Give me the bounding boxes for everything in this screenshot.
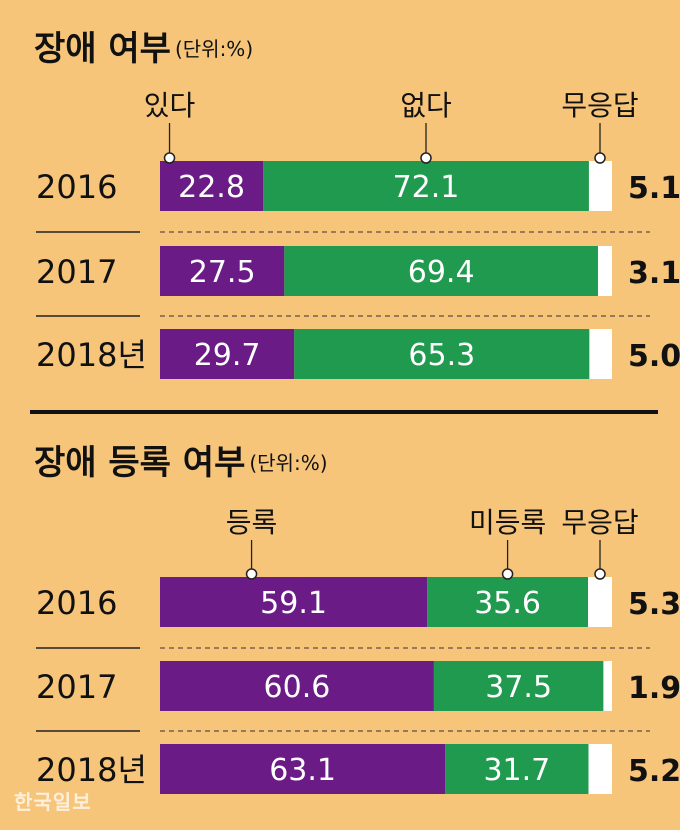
bar-segment-3 [588, 577, 612, 627]
year-label: 2017 [36, 668, 117, 706]
year-label: 2016 [36, 584, 117, 622]
legend-dot [501, 568, 514, 580]
data-label: 5.1 [628, 171, 680, 206]
year-label: 2018년 [36, 336, 147, 374]
data-label: 27.5 [189, 255, 256, 290]
data-label: 69.4 [408, 255, 475, 290]
data-label: 29.7 [194, 338, 261, 373]
data-label: 63.1 [269, 753, 336, 788]
bar-segment-2 [294, 329, 590, 379]
bar-segment-1 [160, 744, 446, 794]
bar-segment-3 [588, 161, 612, 211]
data-label: 5.3 [628, 587, 680, 622]
chart-title: 장애 여부 [34, 29, 171, 69]
data-label: 5.2 [628, 754, 680, 789]
data-label: 31.7 [483, 753, 550, 788]
unit-note: (단위:%) [249, 451, 327, 475]
legend-dot [163, 152, 176, 164]
bar-segment-1 [160, 161, 264, 211]
data-label: 37.5 [485, 670, 552, 705]
legend-label: 등록 [226, 506, 278, 539]
chart-1: 장애 여부 (단위:%) 2016 22.8 72.1 5.1 2017 27.5 69.4 3.… [34, 29, 680, 379]
bar-segment-1 [160, 329, 295, 379]
data-label: 5.0 [628, 339, 680, 374]
bar-segment-2 [284, 246, 598, 296]
legend-label: 무응답 [561, 506, 638, 539]
legend-label: 있다 [144, 89, 196, 122]
legend-dot [594, 152, 606, 164]
year-label: 2017 [36, 253, 117, 291]
bar-segment-1 [160, 246, 285, 296]
bar-segment-2 [427, 577, 589, 627]
legend-dot [420, 152, 432, 164]
data-label: 35.6 [474, 586, 541, 621]
unit-note: (단위:%) [175, 37, 253, 61]
data-label: 22.8 [178, 170, 245, 205]
data-label: 59.1 [260, 586, 327, 621]
data-label: 3.1 [628, 256, 680, 291]
data-label: 65.3 [408, 338, 475, 373]
year-label: 2016 [36, 168, 117, 206]
legend-label: 무응답 [561, 89, 638, 122]
data-label: 1.9 [628, 671, 680, 706]
bar-segment-2 [445, 744, 589, 794]
watermark-logo: 한국일보 [14, 790, 92, 814]
legend-dot [594, 568, 606, 580]
chart-title: 장애 등록 여부 [34, 443, 245, 483]
chart-2: 장애 등록 여부 (단위:%) 2016 59.1 35.6 5.3 2017 60.6 37.… [34, 443, 680, 794]
bar-segment-2 [263, 161, 589, 211]
legend-dot [245, 568, 258, 580]
bar-segment-1 [160, 577, 428, 627]
bar-segment-3 [589, 329, 612, 379]
bar-segment-2 [433, 661, 604, 711]
year-label: 2018년 [36, 751, 147, 789]
bar-segment-3 [588, 744, 612, 794]
data-label: 60.6 [264, 670, 331, 705]
bar-segment-1 [160, 661, 434, 711]
data-label: 72.1 [393, 170, 460, 205]
legend-label: 미등록 [469, 506, 546, 539]
legend-label: 없다 [400, 89, 452, 122]
bar-segment-3 [603, 661, 612, 711]
bar-segment-3 [597, 246, 612, 296]
